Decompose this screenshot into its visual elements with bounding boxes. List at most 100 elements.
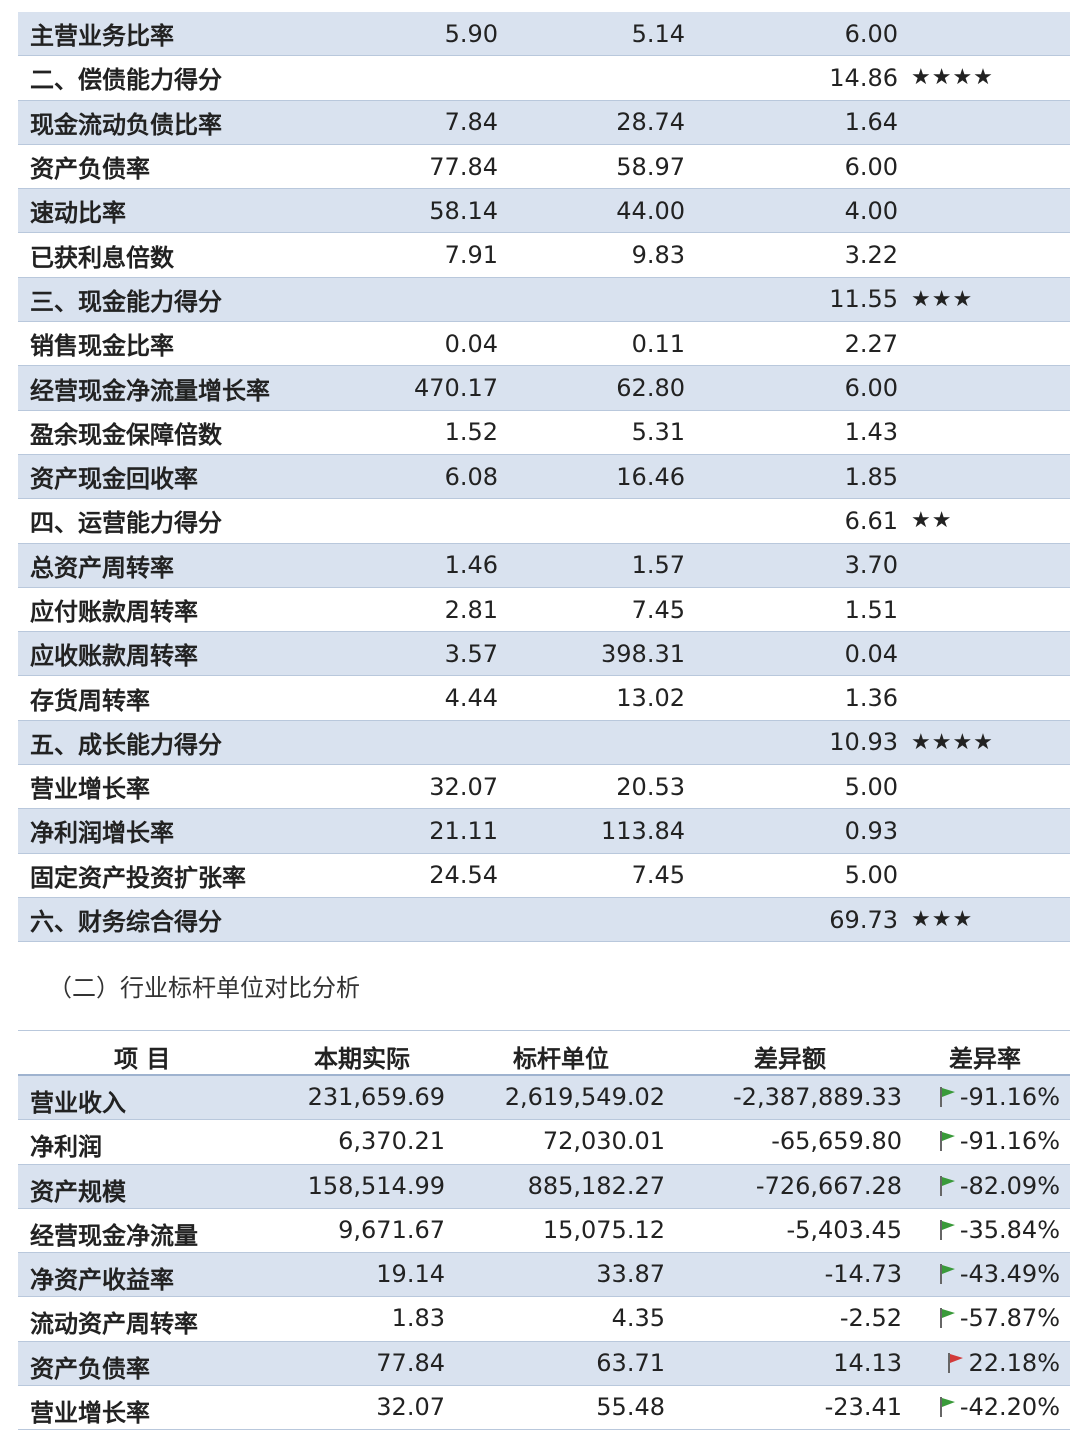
value-2: 44.00 xyxy=(616,196,685,225)
table-row: 存货周转率 4.44 13.02 1.36 xyxy=(18,676,1070,721)
score-value: 5.00 xyxy=(844,772,898,801)
table-row: 资产规模 158,514.99 885,182.27 -726,667.28 -82.0… xyxy=(18,1164,1070,1209)
score-value: 1.85 xyxy=(844,462,898,491)
difference-value: -65,659.80 xyxy=(771,1127,902,1156)
benchmark-value: 63.71 xyxy=(596,1348,665,1377)
score-value: 3.70 xyxy=(844,551,898,580)
score-value: 0.93 xyxy=(844,816,898,845)
rate-value: -91.16% xyxy=(959,1083,1060,1111)
value-2: 20.53 xyxy=(616,772,685,801)
rate-value: -35.84% xyxy=(959,1215,1060,1244)
score-value: 0.04 xyxy=(844,639,898,668)
score-value: 1.36 xyxy=(844,684,898,713)
table-row: 四、运营能力得分 6.61 ★★ xyxy=(18,499,1070,544)
difference-value: -726,667.28 xyxy=(755,1171,902,1200)
score-value: 1.43 xyxy=(844,418,898,447)
table-row: 主营业务比率 5.90 5.14 6.00 xyxy=(18,12,1070,57)
score-value: 1.51 xyxy=(844,595,898,624)
indicator-name: 应付账款周转率 xyxy=(30,598,198,626)
actual-value: 77.84 xyxy=(376,1348,445,1377)
table-row: 经营现金净流量 9,671.67 15,075.12 -5,403.45 -35.84% xyxy=(18,1209,1070,1254)
table-row: 应付账款周转率 2.81 7.45 1.51 xyxy=(18,588,1070,633)
actual-value: 158,514.99 xyxy=(307,1171,445,1200)
header-difference-rate: 差异率 xyxy=(949,1045,1021,1073)
table-row: 六、财务综合得分 69.73 ★★★ xyxy=(18,897,1070,943)
item-name: 营业收入 xyxy=(30,1089,126,1117)
value-2: 7.45 xyxy=(631,861,685,890)
indicator-name: 销售现金比率 xyxy=(30,332,174,361)
value-1: 24.54 xyxy=(429,861,498,890)
green-flag-icon xyxy=(938,1174,958,1198)
value-1: 2.81 xyxy=(444,595,498,624)
value-2: 58.97 xyxy=(616,152,685,181)
table-row: 净利润 6,370.21 72,030.01 -65,659.80 -91.16% xyxy=(18,1120,1070,1165)
value-1: 7.84 xyxy=(444,108,498,137)
indicator-name: 盈余现金保障倍数 xyxy=(30,420,222,449)
value-2: 113.84 xyxy=(601,816,685,845)
difference-rate: -35.84% xyxy=(938,1216,1060,1244)
value-1: 6.08 xyxy=(444,462,498,491)
green-flag-icon xyxy=(938,1395,958,1419)
item-name: 资产规模 xyxy=(30,1177,126,1206)
value-1: 32.07 xyxy=(429,772,498,801)
indicator-name: 经营现金净流量增长率 xyxy=(30,376,270,405)
indicator-name: 总资产周转率 xyxy=(30,553,174,582)
difference-value: 14.13 xyxy=(833,1348,902,1377)
star-rating: ★★★ xyxy=(911,907,974,933)
benchmark-value: 15,075.12 xyxy=(542,1215,665,1244)
actual-value: 19.14 xyxy=(376,1260,445,1289)
score-value: 69.73 xyxy=(829,905,898,934)
value-2: 5.14 xyxy=(631,19,685,48)
green-flag-icon xyxy=(938,1085,958,1109)
table-row: 资产负债率 77.84 58.97 6.00 xyxy=(18,145,1070,190)
value-1: 1.52 xyxy=(444,418,498,447)
score-value: 6.00 xyxy=(844,152,898,181)
score-value: 6.00 xyxy=(844,19,898,48)
indicator-name: 速动比率 xyxy=(30,199,126,228)
value-1: 3.57 xyxy=(444,639,498,668)
difference-rate: 22.18% xyxy=(946,1349,1060,1377)
item-name: 流动资产周转率 xyxy=(30,1310,198,1339)
actual-value: 32.07 xyxy=(376,1393,445,1422)
score-value: 1.64 xyxy=(844,108,898,137)
actual-value: 6,370.21 xyxy=(338,1127,445,1156)
score-value: 6.61 xyxy=(844,506,898,535)
green-flag-icon xyxy=(938,1129,958,1153)
actual-value: 231,659.69 xyxy=(307,1083,445,1111)
benchmark-comparison-table: 项 目 本期实际 标杆单位 差异额 差异率 营业收入 231,659.69 2,61… xyxy=(18,1030,1070,1430)
indicator-name: 营业增长率 xyxy=(30,775,150,804)
item-name: 净资产收益率 xyxy=(30,1266,174,1295)
value-2: 7.45 xyxy=(631,595,685,624)
section-title: （二）行业标杆单位对比分析 xyxy=(48,974,360,1002)
indicator-name: 净利润增长率 xyxy=(30,819,174,848)
indicator-name: 已获利息倍数 xyxy=(30,243,174,272)
header-benchmark: 标杆单位 xyxy=(513,1045,609,1073)
benchmark-value: 2,619,549.02 xyxy=(504,1083,665,1111)
indicator-name: 资产负债率 xyxy=(30,155,150,184)
green-flag-icon xyxy=(938,1306,958,1330)
indicator-score-table: 主营业务比率 5.90 5.14 6.00 二、偿债能力得分 14.86 ★★★★ 现金流动负… xyxy=(18,12,1070,943)
star-rating: ★★ xyxy=(911,508,953,534)
item-name: 经营现金净流量 xyxy=(30,1221,198,1250)
difference-value: -2,387,889.33 xyxy=(733,1083,902,1111)
header-difference: 差异额 xyxy=(754,1045,826,1073)
value-2: 0.11 xyxy=(631,329,685,358)
header-actual: 本期实际 xyxy=(314,1045,410,1073)
difference-value: -2.52 xyxy=(839,1304,902,1333)
difference-rate: -91.16% xyxy=(938,1083,1060,1111)
green-flag-icon xyxy=(938,1262,958,1286)
value-2: 13.02 xyxy=(616,684,685,713)
difference-value: -5,403.45 xyxy=(786,1215,902,1244)
table-row: 应收账款周转率 3.57 398.31 0.04 xyxy=(18,632,1070,677)
benchmark-value: 4.35 xyxy=(611,1304,665,1333)
value-2: 5.31 xyxy=(631,418,685,447)
value-1: 5.90 xyxy=(444,19,498,48)
difference-rate: -82.09% xyxy=(938,1172,1060,1200)
table-row: 已获利息倍数 7.91 9.83 3.22 xyxy=(18,233,1070,278)
indicator-name: 主营业务比率 xyxy=(30,22,174,51)
difference-rate: -43.49% xyxy=(938,1260,1060,1288)
table-row: 二、偿债能力得分 14.86 ★★★★ xyxy=(18,56,1070,101)
indicator-name: 四、运营能力得分 xyxy=(30,509,222,538)
rate-value: -42.20% xyxy=(959,1393,1060,1422)
item-name: 净利润 xyxy=(30,1133,102,1162)
